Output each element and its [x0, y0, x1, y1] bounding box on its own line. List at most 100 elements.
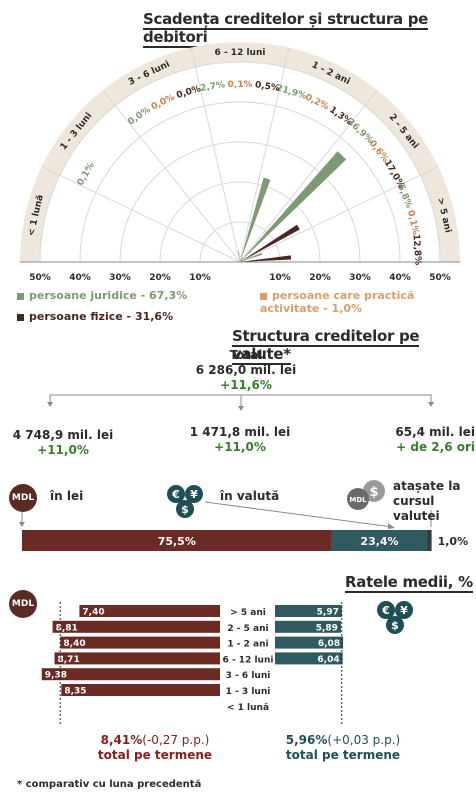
footnote: * comparativ cu luna precedentă: [17, 779, 202, 790]
rates-category-label: 2 - 5 ani: [227, 624, 268, 634]
radial-value-label: 2,7%: [200, 80, 226, 94]
radial-sector-divider: [41, 166, 241, 263]
rates-lei-bar: [61, 684, 220, 696]
rates-valuta-label: 5,89: [316, 623, 338, 633]
foreign-currency-icon: € ¥ $: [167, 485, 203, 518]
radial-chart: 50% 40% 30% 20% 10% 10% 20% 30% 40% 50%< 1 lună1 …: [20, 42, 460, 283]
radial-value-label: 0,0%: [175, 84, 202, 101]
share-bar-label: 75,5%: [158, 535, 196, 548]
atasate-value: 65,4 mil. lei: [395, 425, 475, 439]
lei-total-value: 8,41%: [100, 733, 143, 747]
radial-category-label: 6 - 12 luni: [215, 48, 266, 58]
atasate-change: + de 2,6 ori: [396, 440, 475, 454]
lei-change: +11,0%: [37, 443, 89, 457]
radial-wedge: [240, 257, 244, 262]
rates-mdl-text: MDL: [11, 599, 35, 609]
legend-activitate-swatch: [260, 292, 267, 300]
yen-symbol: ¥: [190, 488, 198, 501]
radial-axis-tick: 50%: [29, 273, 51, 283]
radial-wedge: [240, 255, 292, 262]
radial-wedge: [240, 252, 263, 262]
share-bar-label: 1,0%: [438, 535, 469, 548]
rates-category-label: < 1 lună: [227, 703, 269, 713]
share-bar-segment: [22, 530, 332, 551]
share-bar-segment: [427, 530, 432, 551]
rates-lei-bar: [60, 636, 221, 649]
legend-juridice-label: persoane juridice - 67,3%: [29, 289, 188, 302]
radial-value-label: 1,3%: [327, 105, 353, 127]
radial-sector-divider: [102, 89, 241, 263]
rates-valuta-bar: [275, 620, 341, 633]
rates-lei-bar: [79, 605, 221, 617]
currency-share-bar: 75,5% 23,4% 1,0%: [22, 530, 469, 551]
radial-wedge: [240, 151, 347, 262]
rates-currency-icon: € ¥ $: [377, 601, 413, 634]
total-block: Total 6 286,0 mil. lei +11,6%: [176, 348, 316, 393]
dollar-symbol: $: [181, 503, 189, 516]
share-bar-segment: [331, 530, 428, 551]
valuta-value: 1 471,8 mil. lei: [189, 425, 291, 439]
valuta-total-change: (+0,03 p.p.): [327, 733, 401, 747]
legend-activitate-label: persoane care practică activitate - 1,0%: [260, 289, 415, 315]
rates-category-label: 1 - 3 luni: [226, 687, 271, 697]
total-change: +11,6%: [220, 378, 272, 392]
radial-axis-tick: 10%: [189, 273, 211, 283]
legend-activitate: persoane care practică activitate - 1,0%: [260, 289, 476, 315]
radial-axis-tick: 30%: [109, 273, 131, 283]
rates-chart-title-text: Ratele medii, %: [345, 573, 473, 593]
rates-lei-bar: [41, 668, 220, 681]
rates-lei-label: 8,40: [63, 639, 85, 649]
radial-chart-title-text: Scadența creditelor și structura pe debi…: [143, 10, 429, 48]
rates-lei-label: 8,35: [64, 687, 86, 697]
radial-axis-tick: 20%: [309, 273, 331, 283]
rates-lei-label: 9,38: [45, 671, 67, 681]
valuta-total-value: 5,96%: [285, 733, 328, 747]
radial-value-label: 0,0%: [150, 93, 177, 113]
linked-mdl-symbol: MDL: [349, 496, 367, 504]
linked-dollar-symbol: $: [369, 485, 378, 500]
rates-lei-label: 8,81: [56, 623, 78, 633]
currency-chart-title-text: Structura creditelor pe valute*: [232, 327, 420, 365]
lei-label: în lei: [50, 489, 84, 503]
radial-value-label: 0,2%: [303, 93, 330, 113]
rates-chart: > 5 ani 7,40 5,97 2 - 5 ani 8,81 5,89 1 - 2 an…: [41, 602, 344, 726]
radial-value-label: 0,1%: [405, 209, 420, 236]
rates-lei-label: 8,71: [58, 655, 80, 665]
total-label: Total: [229, 348, 263, 362]
radial-sector-divider: [239, 47, 290, 263]
currency-chart-title: Structura creditelor pe valute*: [232, 327, 476, 365]
radial-gridline: [199, 221, 281, 263]
rates-chart-title: Ratele medii, %: [345, 573, 473, 593]
euro-symbol: €: [171, 488, 180, 501]
rates-valuta-label: 6,04: [317, 655, 339, 665]
share-bar-label: 23,4%: [360, 535, 398, 548]
lei-value: 4 748,9 mil. lei: [12, 428, 114, 442]
rates-yen-symbol: ¥: [400, 604, 408, 617]
lei-total-block: 8,41%(-0,27 p.p.) total pe termene: [80, 733, 230, 763]
radial-value-label: 0,1%: [228, 80, 253, 90]
legend-fizice-swatch: [17, 313, 24, 321]
radial-wedge: [240, 260, 242, 262]
linked-currency-icon: $ MDL: [347, 480, 385, 510]
radial-gridline: [79, 101, 401, 263]
radial-value-label: 12,8%: [410, 234, 422, 266]
rates-valuta-bar: [275, 636, 344, 649]
legend-fizice-label: persoane fizice - 31,6%: [29, 310, 174, 323]
radial-axis-tick: 50%: [429, 273, 451, 283]
rates-category-label: 3 - 6 luni: [226, 671, 271, 681]
rates-lei-bar: [54, 652, 221, 665]
radial-wedge: [240, 177, 271, 262]
valuta-block: 1 471,8 mil. lei +11,0%: [180, 425, 300, 455]
valuta-total-label: total pe termene: [285, 748, 401, 762]
radial-value-label: 0,5%: [254, 80, 280, 94]
rates-euro-symbol: €: [381, 604, 390, 617]
atasate-block: 65,4 mil. lei + de 2,6 ori: [385, 425, 475, 455]
radial-gridline: [119, 141, 361, 263]
radial-axis-tick: 10%: [269, 273, 291, 283]
valuta-total-block: 5,96%(+0,03 p.p.) total pe termene: [268, 733, 418, 763]
lei-total-change: (-0,27 p.p.): [142, 733, 210, 747]
rates-lei-label: 7,40: [82, 608, 104, 618]
radial-axis-tick: 40%: [389, 273, 411, 283]
legend-juridice-swatch: [17, 292, 24, 300]
rates-valuta-bar: [275, 605, 342, 617]
